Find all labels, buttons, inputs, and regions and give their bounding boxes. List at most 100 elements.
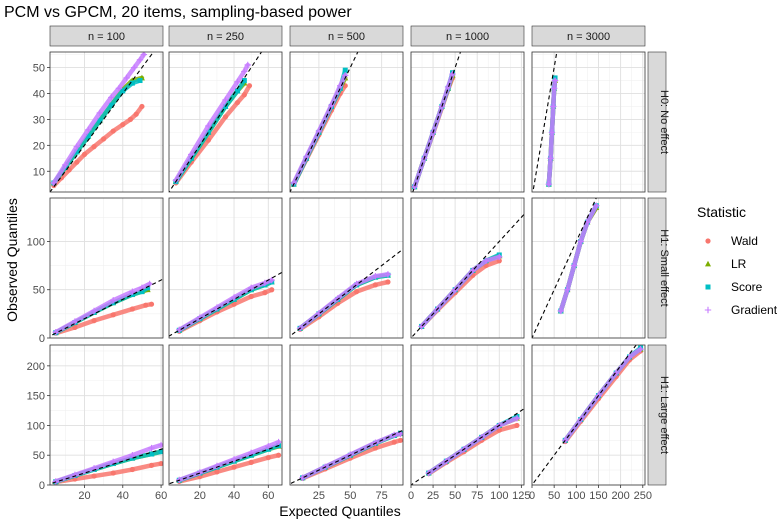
- facet-panel: 20 40 60 0 50 100 150 200: [27, 344, 167, 502]
- panel-border: [410, 197, 525, 339]
- point-score: [205, 129, 211, 135]
- panel-border: [49, 344, 164, 486]
- point-gradient: [299, 474, 306, 482]
- point-wald: [275, 452, 282, 458]
- point-wald: [248, 293, 254, 300]
- point-gradient: [71, 471, 79, 479]
- point-gradient: [71, 318, 79, 325]
- point-wald: [241, 92, 247, 98]
- point-score: [137, 78, 143, 84]
- y-tick-label: 0: [39, 333, 45, 345]
- point-gradient: [548, 129, 556, 136]
- x-tick-label: 0: [529, 490, 535, 502]
- panel-background: [411, 345, 524, 485]
- x-tick-label: 20: [194, 490, 206, 502]
- point-wald: [133, 111, 139, 117]
- y-tick-label: 200: [27, 361, 45, 373]
- panel-border: [289, 51, 404, 193]
- point-gradient: [577, 238, 584, 245]
- x-tick-label: 75: [376, 490, 388, 502]
- point-wald: [91, 473, 97, 479]
- point-gradient: [418, 323, 425, 330]
- point-wald: [127, 116, 134, 123]
- point-gradient: [244, 61, 251, 69]
- point-gradient: [612, 369, 620, 377]
- point-gradient: [482, 257, 490, 264]
- facet-panel: 0 50 100: [27, 197, 164, 345]
- facet-panel: 10 20 30 40 50: [33, 51, 164, 193]
- y-tick-label: 30: [33, 114, 45, 126]
- facet-panel: [289, 197, 404, 339]
- point-gradient: [637, 345, 644, 353]
- series-band-gradient: [558, 203, 599, 314]
- point-wald: [81, 151, 88, 158]
- facet-panel: [289, 51, 404, 193]
- point-gradient: [444, 83, 452, 91]
- panel-border: [410, 344, 525, 486]
- point-wald: [231, 301, 237, 307]
- point-gradient: [62, 161, 69, 168]
- point-gradient: [570, 262, 578, 269]
- point-wald: [391, 439, 397, 445]
- x-tick-label: 40: [228, 490, 240, 502]
- facet-panel: 25 50 75: [289, 344, 404, 502]
- point-wald: [385, 279, 391, 285]
- panel-data: [532, 198, 600, 338]
- legend-label: Wald: [731, 234, 758, 248]
- panel-data: [411, 213, 524, 338]
- point-gradient: [265, 443, 272, 450]
- panel-border: [531, 344, 646, 486]
- panel-background: [411, 52, 524, 192]
- point-gradient: [123, 74, 130, 82]
- y-tick-label: 150: [27, 391, 45, 403]
- point-wald: [139, 103, 145, 110]
- chart-title: PCM vs GPCM, 20 items, sampling-based po…: [4, 4, 352, 21]
- facet-panel: [410, 51, 525, 193]
- point-gradient: [131, 64, 138, 71]
- point-gradient: [196, 469, 204, 476]
- point-wald: [265, 454, 271, 461]
- row-strip: [647, 51, 667, 193]
- row-strip: [647, 197, 667, 339]
- point-wald: [91, 318, 97, 324]
- facet-panel: [168, 51, 283, 193]
- point-wald: [234, 99, 241, 106]
- x-tick-label: 200: [611, 490, 629, 502]
- point-gradient: [551, 77, 559, 84]
- facet-panel: [410, 197, 525, 339]
- point-gradient: [328, 101, 335, 109]
- series-band-gradient: [291, 73, 348, 186]
- legend-marker-wald: [705, 238, 711, 244]
- point-gradient: [230, 456, 238, 463]
- point-gradient: [52, 329, 59, 336]
- point-score: [234, 88, 240, 94]
- x-tick-label: 150: [589, 490, 607, 502]
- x-tick-label: 0: [408, 490, 414, 502]
- point-gradient: [547, 155, 554, 162]
- y-tick-label: 50: [33, 450, 45, 462]
- point-gradient: [384, 271, 392, 278]
- panel-data: [50, 52, 155, 192]
- column-strip: [531, 25, 646, 47]
- panel-background: [290, 198, 403, 338]
- point-gradient: [90, 307, 98, 315]
- column-strip-label: n = 250: [207, 31, 244, 43]
- y-tick-label: 100: [27, 236, 45, 248]
- point-gradient: [188, 151, 195, 158]
- point-score: [74, 149, 80, 155]
- point-gradient: [110, 297, 117, 304]
- y-tick-label: 20: [33, 140, 45, 152]
- panel-data: [290, 248, 403, 337]
- point-wald: [148, 301, 155, 307]
- point-gradient: [176, 326, 183, 333]
- point-wald: [148, 462, 155, 468]
- panel-data: [290, 52, 359, 192]
- panel-background: [50, 345, 163, 485]
- reference-line: [532, 198, 597, 338]
- point-gradient: [372, 273, 379, 280]
- point-score: [85, 133, 91, 139]
- point-gradient: [157, 441, 163, 449]
- point-gradient: [73, 143, 81, 150]
- point-wald: [205, 137, 211, 143]
- y-tick-label: 100: [27, 420, 45, 432]
